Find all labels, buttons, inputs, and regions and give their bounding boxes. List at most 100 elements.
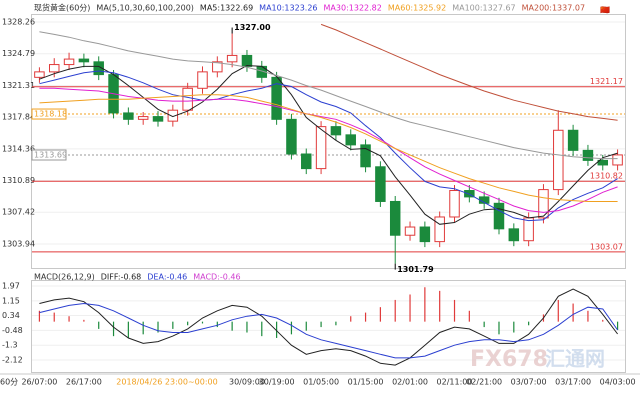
x-tick-label: 26/07:00 <box>21 378 57 387</box>
x-tick-label: 01/05:00 <box>303 378 339 387</box>
y-tick-label: 1328.26 <box>2 18 35 27</box>
ma-line <box>39 87 618 213</box>
legend-entry: DIFF:-0.68 <box>101 273 142 282</box>
macd-bar <box>557 299 559 322</box>
y-tick-label: 1314.36 <box>2 144 35 153</box>
macd-bar <box>379 307 381 322</box>
candle-body <box>315 126 327 170</box>
macd-panel <box>31 280 626 373</box>
macd-bar <box>290 321 293 335</box>
macd-bar <box>98 321 100 329</box>
y-tick-label: 1.15 <box>2 296 20 305</box>
macd-bar <box>498 321 500 335</box>
macd-bar <box>513 321 515 333</box>
candle-body <box>78 58 90 63</box>
macd-bar <box>187 321 189 326</box>
watermark: 汇通网 <box>545 347 605 371</box>
x-tick-label: 02/21:00 <box>466 378 502 387</box>
macd-line <box>39 288 618 366</box>
ma-line <box>39 70 618 222</box>
macd-bar <box>127 321 129 338</box>
macd-bar <box>587 310 589 322</box>
candle-body <box>182 87 193 111</box>
macd-bar <box>216 321 218 328</box>
legend-entry: MACD(26,12,9) <box>34 273 95 282</box>
marker-label: 1313.69 <box>34 151 67 160</box>
macd-bar <box>261 321 263 337</box>
macd-line <box>39 302 619 359</box>
y-tick-label: 1317.84 <box>2 113 35 122</box>
candle-body <box>404 226 416 236</box>
macd-bar <box>157 321 159 333</box>
candle-body <box>63 58 75 66</box>
candle-body <box>389 200 401 236</box>
x-tick-label: 02/11:00 <box>437 378 473 387</box>
ma-line <box>39 94 618 202</box>
candle-body <box>167 109 179 122</box>
cursor-label: 2018/04/26 23:00~00:00 <box>116 378 217 387</box>
macd-bar <box>364 312 367 322</box>
macd-bar <box>453 299 456 322</box>
y-tick-label: -2.12 <box>2 356 23 365</box>
macd-bar <box>572 303 574 322</box>
macd-bar <box>424 287 426 322</box>
y-tick-label: 1.97 <box>2 281 20 290</box>
legend-entry: MA200:1337.07 <box>522 4 585 13</box>
candle-body <box>508 228 520 242</box>
candle-body <box>34 71 45 78</box>
y-tick-label: 1307.42 <box>2 208 35 217</box>
candle-body <box>582 149 594 161</box>
x-tick-label: 26/17:00 <box>66 378 102 387</box>
candle-body <box>123 112 134 120</box>
macd-bar <box>68 316 70 322</box>
annotation-label: 1301.79 <box>397 265 434 274</box>
y-tick-label: 1324.79 <box>2 49 35 58</box>
ma-line <box>39 64 618 225</box>
cursor-box <box>112 376 222 388</box>
x-tick-label: 30/19:00 <box>259 378 295 387</box>
y-tick-label: 1321.31 <box>2 81 35 90</box>
macd-bar <box>53 312 55 322</box>
macd-bar <box>305 321 307 331</box>
macd-bar <box>350 316 352 322</box>
macd-bar <box>439 290 441 322</box>
candle-body <box>286 118 297 155</box>
x-tick-label: 01/15:00 <box>348 378 384 387</box>
macd-bar <box>394 299 396 322</box>
legend-entry: 现货黄金(60分) <box>34 3 90 13</box>
macd-bar <box>409 294 411 322</box>
macd-bar <box>468 310 470 322</box>
x-tick-label: 04/03:00 <box>600 378 636 387</box>
candle-body <box>271 76 282 120</box>
reference-label: 1321.17 <box>590 77 623 86</box>
x-tick-label: 30/09:00 <box>229 378 265 387</box>
legend-entry: MA10:1323.26 <box>259 4 317 13</box>
y-tick-label: -0.48 <box>2 326 23 335</box>
candle-body <box>612 154 623 166</box>
legend-entry: MA100:1327.67 <box>452 4 515 13</box>
legend-entry: MA60:1325.92 <box>388 4 446 13</box>
y-tick-label: 1310.89 <box>2 176 35 185</box>
candle-body <box>553 129 564 191</box>
candle-body <box>419 226 431 243</box>
candle-body <box>434 216 445 243</box>
macd-bar <box>246 321 248 333</box>
macd-bar <box>201 321 204 324</box>
candle-body <box>241 54 253 67</box>
annotation-label: 1327.00 <box>234 23 271 32</box>
y-tick-label: 0.34 <box>2 311 20 320</box>
candle-body <box>330 126 342 136</box>
macd-bar <box>335 321 337 326</box>
macd-bar <box>483 321 485 328</box>
ma-line <box>320 23 618 121</box>
macd-bar <box>616 321 619 330</box>
watermark: FX678 <box>470 347 548 372</box>
candle-body <box>345 134 356 146</box>
macd-bar <box>528 321 530 326</box>
legend-entry: MACD:-0.46 <box>193 273 240 282</box>
marker-label: 1318.18 <box>34 110 67 119</box>
legend-entry: MA(5,10,30,60,100,200) <box>96 4 194 13</box>
candle-body <box>48 64 60 73</box>
price-panel <box>31 14 626 269</box>
